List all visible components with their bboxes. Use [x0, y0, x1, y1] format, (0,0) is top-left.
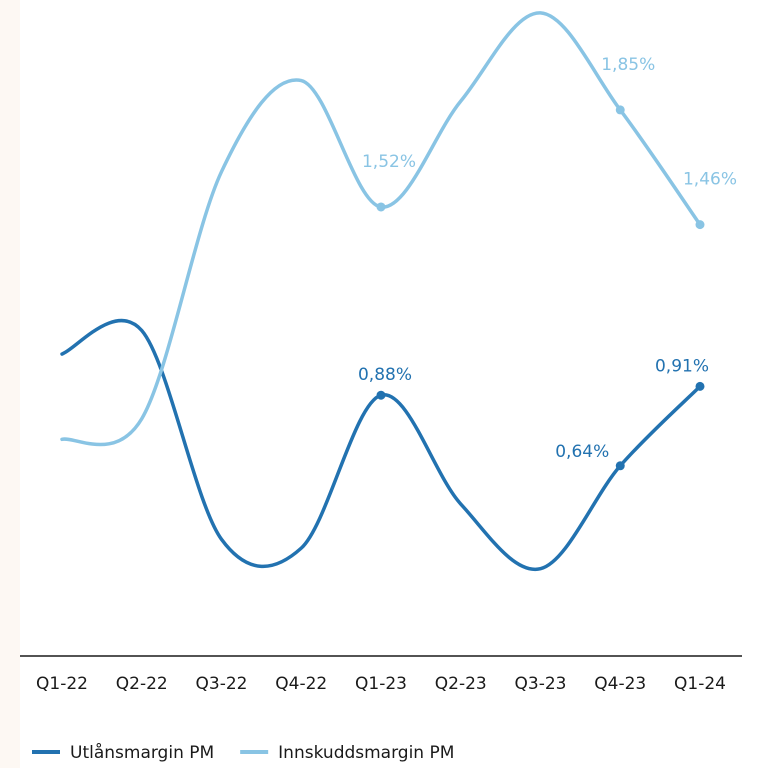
data-label: 0,64%	[555, 442, 609, 462]
series-line	[60, 11, 702, 447]
point	[615, 461, 625, 471]
point	[376, 202, 386, 212]
x-tick-label: Q1-22	[36, 674, 88, 694]
data-label: 0,91%	[655, 356, 709, 376]
data-label: 1,85%	[601, 55, 655, 75]
legend-label: Innskuddsmargin PM	[278, 743, 454, 763]
x-tick-label: Q3-22	[196, 674, 248, 694]
point	[615, 105, 625, 115]
data-label: 0,88%	[358, 365, 412, 385]
data-label: 1,46%	[683, 170, 737, 190]
x-tick-label: Q2-22	[116, 674, 168, 694]
data-label: 1,52%	[362, 152, 416, 172]
x-tick-label: Q4-22	[275, 674, 327, 694]
point	[695, 220, 705, 230]
point	[376, 390, 386, 400]
series-line	[60, 319, 702, 572]
side-strip	[0, 0, 20, 768]
x-tick-label: Q1-23	[355, 674, 407, 694]
x-tick-label: Q4-23	[594, 674, 646, 694]
x-tick-label: Q2-23	[435, 674, 487, 694]
point	[695, 381, 705, 391]
x-tick-label: Q1-24	[674, 674, 726, 694]
x-tick-label: Q3-23	[515, 674, 567, 694]
legend-label: Utlånsmargin PM	[70, 742, 214, 763]
